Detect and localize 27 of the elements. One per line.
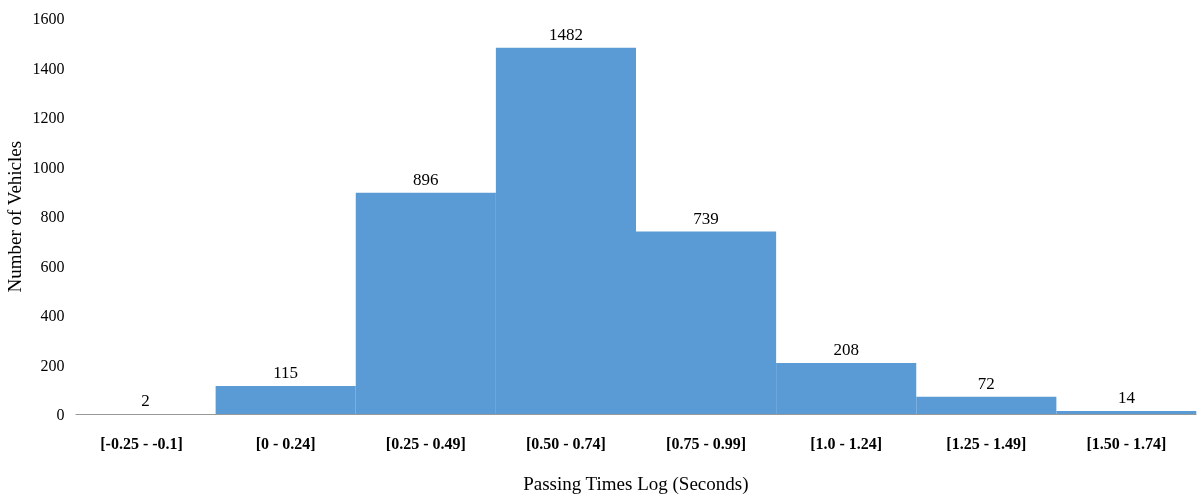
x-tick-label: [1.0 - 1.24] <box>810 434 883 452</box>
x-tick-label: [0 - 0.24] <box>255 434 316 452</box>
y-tick-label: 200 <box>40 356 65 374</box>
x-tick-label: [1.50 - 1.74] <box>1086 434 1167 452</box>
y-tick-label: 0 <box>56 406 65 423</box>
y-axis-title: Number of Vehicles <box>3 140 25 293</box>
y-tick-label: 1000 <box>32 158 65 176</box>
data-label: 115 <box>273 363 299 383</box>
y-tick-label: 600 <box>40 257 65 275</box>
y-tick-label: 1400 <box>32 59 65 77</box>
y-tick-label: 1200 <box>32 109 65 126</box>
x-tick-label: [1.25 - 1.49] <box>946 434 1027 452</box>
y-tick-label: 400 <box>40 307 65 324</box>
data-label: 14 <box>1117 388 1136 408</box>
x-tick-label: [0.50 - 0.74] <box>525 434 606 452</box>
data-label: 2 <box>141 391 150 411</box>
data-label: 72 <box>977 373 995 393</box>
data-label: 1482 <box>548 24 583 44</box>
x-axis-title: Passing Times Log (Seconds) <box>523 472 749 495</box>
data-label: 896 <box>413 169 439 189</box>
x-tick-label: [0.75 - 0.99] <box>666 434 747 452</box>
data-label: 208 <box>833 340 859 360</box>
x-tick-label: [-0.25 - -0.1] <box>100 434 183 452</box>
x-tick-label: [0.25 - 0.49] <box>385 434 466 452</box>
data-label: 739 <box>693 208 719 228</box>
y-tick-label: 1600 <box>32 10 65 27</box>
y-tick-label: 800 <box>40 208 65 225</box>
